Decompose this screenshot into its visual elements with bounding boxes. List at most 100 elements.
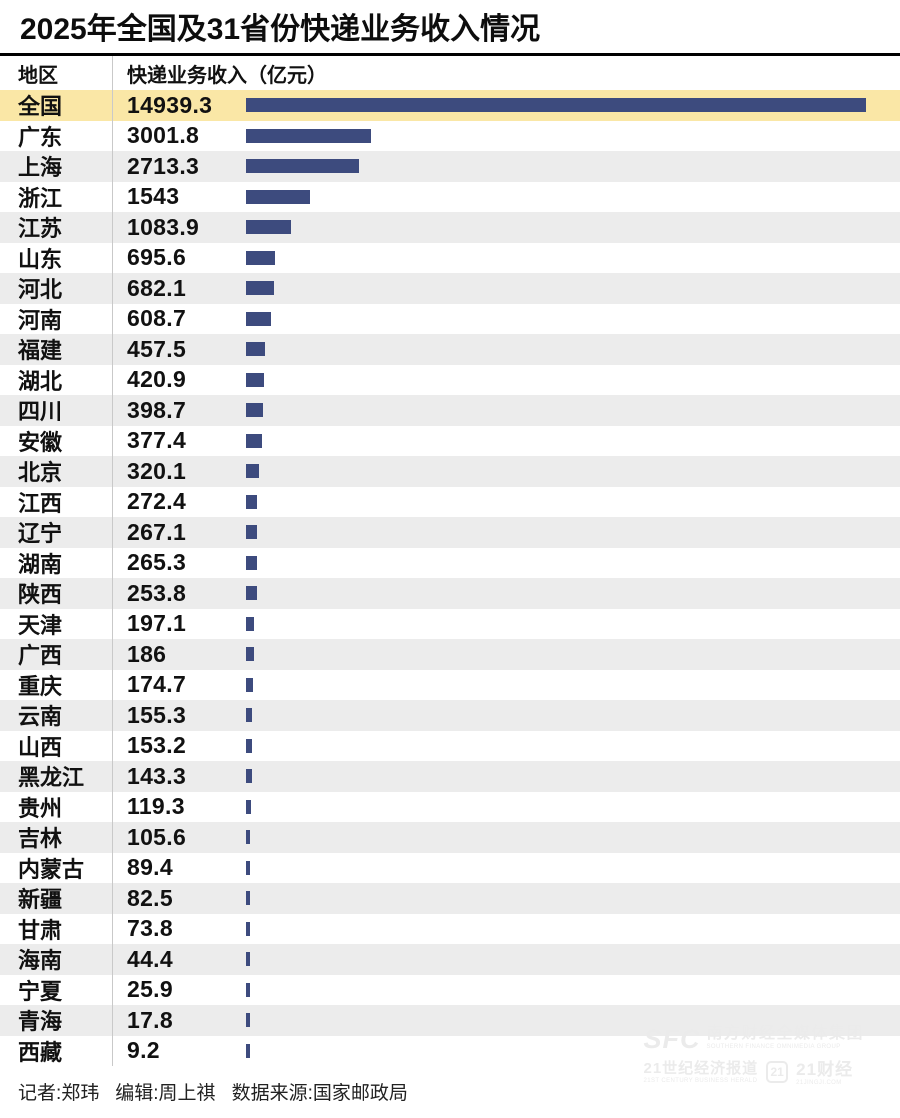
value-label: 82.5 (127, 884, 173, 911)
table-row: 陕西 253.8 (0, 578, 900, 609)
sfc-logo-text: SFC (643, 1024, 701, 1054)
value-bar (246, 525, 258, 540)
value-label: 9.2 (127, 1037, 160, 1064)
data-source: 数据来源:国家邮政局 (231, 1083, 408, 1104)
region-label: 贵州 (0, 791, 113, 822)
region-label: 北京 (0, 456, 113, 487)
value-label: 253.8 (127, 579, 187, 606)
value-bar (246, 159, 359, 174)
table-row: 海南 44.4 (0, 944, 900, 975)
table-row: 青海 17.8 (0, 1005, 900, 1036)
value-label: 267.1 (127, 518, 187, 545)
value-label: 377.4 (127, 427, 187, 454)
column-header-region: 地区 (0, 56, 113, 90)
value-bar (246, 98, 866, 113)
region-label: 海南 (0, 944, 113, 975)
sfc-brands-line: 21世纪经济报道 21ST CENTURY BUSINESS HERALD 21… (643, 1061, 864, 1086)
table-row: 宁夏 25.9 (0, 974, 900, 1005)
value-label: 1543 (127, 183, 180, 210)
table-row: 安徽 377.4 (0, 425, 900, 456)
value-label: 682.1 (127, 274, 187, 301)
table-row: 河北 682.1 (0, 273, 900, 304)
table-row: 全国 14939.3 (0, 90, 900, 121)
value-label: 17.8 (127, 1006, 173, 1033)
column-header-revenue: 快递业务收入（亿元） (127, 64, 327, 87)
region-label: 浙江 (0, 181, 113, 212)
title-divider (0, 53, 900, 56)
value-bar (246, 1043, 250, 1058)
table-row: 江西 272.4 (0, 486, 900, 517)
table-row: 云南 155.3 (0, 700, 900, 731)
table-row: 广东 3001.8 (0, 120, 900, 151)
table-row: 甘肃 73.8 (0, 913, 900, 944)
value-bar (246, 342, 265, 357)
value-bar (246, 250, 275, 265)
table-header-row: 地区 快递业务收入（亿元） (0, 56, 900, 90)
region-label: 上海 (0, 151, 113, 182)
table-row: 重庆 174.7 (0, 669, 900, 700)
table-row: 北京 320.1 (0, 456, 900, 487)
table-row: 上海 2713.3 (0, 151, 900, 182)
value-label: 420.9 (127, 366, 187, 393)
region-label: 青海 (0, 1005, 113, 1036)
editor-credit: 编辑:周上祺 (115, 1083, 216, 1104)
table-row: 黑龙江 143.3 (0, 761, 900, 792)
region-label: 全国 (0, 90, 113, 121)
table-row: 山东 695.6 (0, 242, 900, 273)
table-row: 天津 197.1 (0, 608, 900, 639)
value-label: 25.9 (127, 976, 173, 1003)
value-bar (246, 677, 254, 692)
value-bar (246, 708, 253, 723)
sfc-group-name-en: SOUTHERN FINANCE OMNIMEDIA GROUP (706, 1044, 841, 1050)
table-row: 福建 457.5 (0, 334, 900, 365)
value-label: 174.7 (127, 671, 187, 698)
region-label: 山东 (0, 242, 113, 273)
value-bar (246, 1013, 250, 1028)
value-label: 155.3 (127, 701, 187, 728)
value-bar (246, 647, 254, 662)
table-row: 湖南 265.3 (0, 547, 900, 578)
herald-name-cn: 21世纪经济报道 (643, 1060, 759, 1077)
jingji-name-en: 21JINGJI.COM (796, 1080, 842, 1086)
value-label: 457.5 (127, 335, 187, 362)
region-label: 江西 (0, 486, 113, 517)
table-row: 内蒙古 89.4 (0, 852, 900, 883)
value-label: 2713.3 (127, 152, 200, 179)
sfc-group-name-cn: 南方财经全媒体集团 (706, 1025, 864, 1042)
page-title: 2025年全国及31省份快递业务收入情况 (20, 13, 541, 46)
value-bar (246, 403, 263, 418)
value-bar (246, 830, 251, 845)
value-bar (246, 891, 250, 906)
table-row: 湖北 420.9 (0, 364, 900, 395)
sfc-group-line: SFC 南方财经全媒体集团 SOUTHERN FINANCE OMNIMEDIA… (643, 1026, 864, 1053)
value-bar (246, 464, 260, 479)
table-row: 河南 608.7 (0, 303, 900, 334)
value-label: 73.8 (127, 915, 173, 942)
value-bar (246, 128, 371, 143)
footer-credits: 记者:郑玮 编辑:周上祺 数据来源:国家邮政局 (0, 1078, 900, 1105)
region-label: 新疆 (0, 883, 113, 914)
region-label: 安徽 (0, 425, 113, 456)
jingji-name-cn: 21财经 (796, 1060, 854, 1079)
table-row: 四川 398.7 (0, 395, 900, 426)
region-label: 陕西 (0, 578, 113, 609)
region-label: 湖北 (0, 364, 113, 395)
value-bar (246, 189, 310, 204)
region-label: 甘肃 (0, 913, 113, 944)
table-row: 西藏 9.2 (0, 1035, 900, 1066)
value-bar (246, 769, 252, 784)
region-label: 江苏 (0, 212, 113, 243)
table-row: 辽宁 267.1 (0, 517, 900, 548)
value-label: 105.6 (127, 823, 187, 850)
region-label: 广东 (0, 120, 113, 151)
value-label: 153.2 (127, 732, 187, 759)
value-label: 272.4 (127, 488, 187, 515)
value-bar (246, 555, 257, 570)
region-label: 内蒙古 (0, 852, 113, 883)
value-bar (246, 982, 250, 997)
value-label: 1083.9 (127, 213, 200, 240)
region-label: 西藏 (0, 1035, 113, 1066)
value-bar (246, 281, 275, 296)
table-row: 浙江 1543 (0, 181, 900, 212)
